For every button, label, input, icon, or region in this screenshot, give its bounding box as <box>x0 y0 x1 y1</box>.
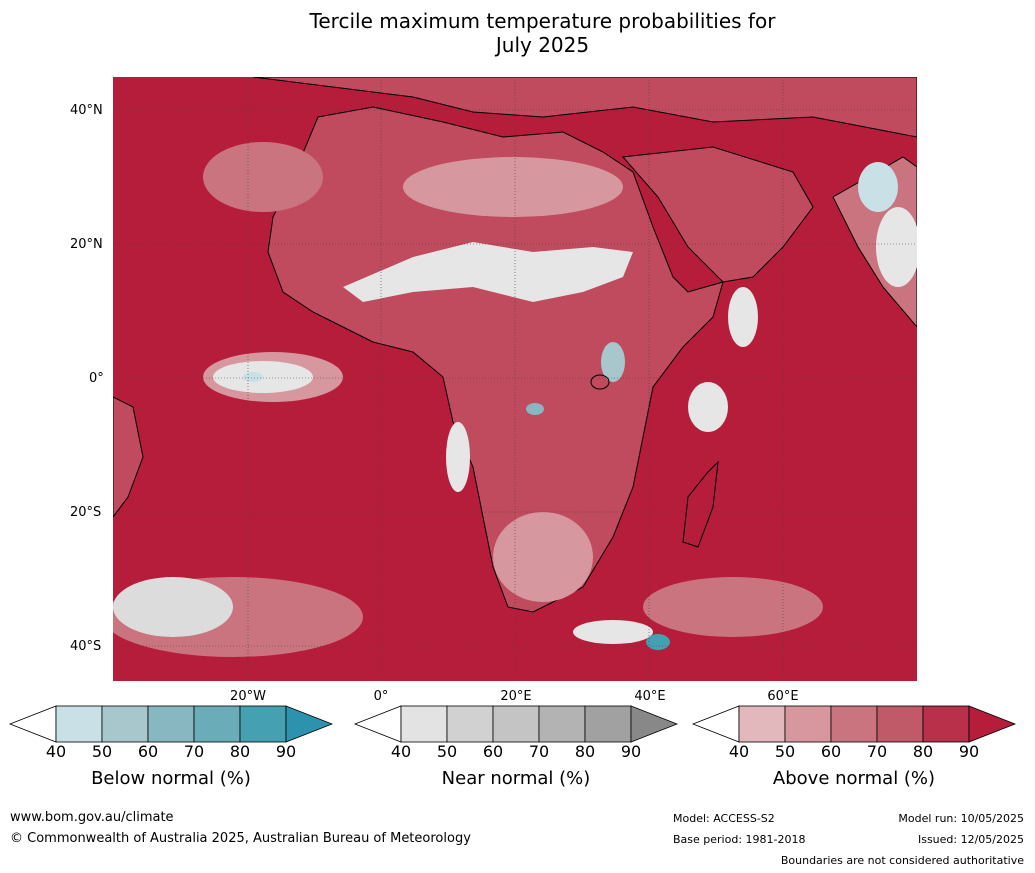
colorbar-extend-low <box>353 705 402 743</box>
madagascar-land <box>682 460 719 548</box>
colorbar-extend-high <box>630 705 679 743</box>
colorbar-tick-label: 40 <box>45 742 67 761</box>
lon-label-0: 0° <box>373 689 389 704</box>
colorbar-ticks-below-normal: 40 50 60 70 80 90 <box>10 742 332 762</box>
colorbar-tick-label: 70 <box>183 742 205 761</box>
probability-map <box>113 77 917 681</box>
lat-label-equator: 0° <box>89 371 104 386</box>
lon-label-40e: 40°E <box>634 689 666 704</box>
angola-near-normal-zone <box>446 422 470 492</box>
colorbar-tick-label: 40 <box>728 742 750 761</box>
colorbar-tick-label: 70 <box>866 742 888 761</box>
colorbar-tick-label: 90 <box>275 742 297 761</box>
colorbar-tick-label: 60 <box>820 742 842 761</box>
lon-label-60e: 60°E <box>767 689 799 704</box>
colorbar-above-normal <box>691 705 1017 743</box>
atlantic-below-normal-zone <box>243 372 263 382</box>
colorbar-segment <box>738 705 786 743</box>
copyright-notice: © Commonwealth of Australia 2025, Austra… <box>10 831 471 846</box>
map-canvas <box>113 77 917 681</box>
southern-below-normal-zone <box>646 634 670 650</box>
colorbar-extend-high <box>285 705 334 743</box>
legend-title-near-normal: Near normal (%) <box>441 768 591 789</box>
model-name: Model: ACCESS-S2 <box>673 812 775 825</box>
website-link[interactable]: www.bom.gov.au/climate <box>10 810 174 825</box>
colorbar-segment <box>538 705 586 743</box>
legend-above-normal: 40 50 60 70 80 90 Above normal (%) <box>691 705 1017 789</box>
model-run-date: Model run: 10/05/2025 <box>898 812 1024 825</box>
colorbar-below-normal <box>8 705 334 743</box>
lat-label-20n: 20°N <box>70 237 103 252</box>
colorbar-segment <box>239 705 287 743</box>
sahel-near-normal-zone <box>343 242 633 302</box>
colorbar-segment <box>784 705 832 743</box>
south-atlantic-near-normal-zone <box>113 577 233 637</box>
europe-land <box>252 77 917 138</box>
issued-date: Issued: 12/05/2025 <box>917 833 1024 846</box>
lat-label-40s: 40°S <box>70 639 102 654</box>
colorbar-near-normal <box>353 705 679 743</box>
legend-title-above-normal: Above normal (%) <box>772 768 936 789</box>
colorbar-segment <box>876 705 924 743</box>
colorbar-tick-label: 80 <box>912 742 934 761</box>
colorbar-segment <box>922 705 970 743</box>
southern-indian-near-normal-zone <box>573 620 653 644</box>
colorbar-segment <box>830 705 878 743</box>
colorbar-extend-low <box>8 705 57 743</box>
lon-label-20e: 20°E <box>500 689 532 704</box>
colorbar-segment <box>55 705 103 743</box>
colorbar-segment <box>492 705 540 743</box>
colorbar-tick-label: 50 <box>774 742 796 761</box>
india-near-normal-zone <box>876 207 917 287</box>
lon-label-20w: 20°W <box>230 689 266 704</box>
colorbar-ticks-above-normal: 40 50 60 70 80 90 <box>693 742 1015 762</box>
colorbar-tick-label: 40 <box>390 742 412 761</box>
boundaries-disclaimer: Boundaries are not considered authoritat… <box>780 854 1024 867</box>
colorbar-tick-label: 60 <box>137 742 159 761</box>
legend-title-below-normal: Below normal (%) <box>91 768 251 789</box>
south-america-land <box>113 396 144 518</box>
colorbar-tick-label: 60 <box>482 742 504 761</box>
colorbar-tick-label: 90 <box>958 742 980 761</box>
legend-below-normal: 40 50 60 70 80 90 Below normal (%) <box>8 705 334 789</box>
arabia-land <box>621 146 814 283</box>
lake-victoria <box>590 374 610 390</box>
colorbar-tick-label: 50 <box>436 742 458 761</box>
base-period: Base period: 1981-2018 <box>673 833 806 846</box>
title-line-1: Tercile maximum temperature probabilitie… <box>309 9 776 33</box>
colorbar-ticks-near-normal: 40 50 60 70 80 90 <box>355 742 677 762</box>
colorbar-segment <box>584 705 632 743</box>
graticule <box>113 77 917 681</box>
colorbar-segment <box>147 705 195 743</box>
title-line-2: July 2025 <box>495 33 590 57</box>
lat-label-40n: 40°N <box>70 103 103 118</box>
colorbar-tick-label: 70 <box>528 742 550 761</box>
colorbar-tick-label: 50 <box>91 742 113 761</box>
atlantic-north-light-zone <box>203 142 323 212</box>
colorbar-tick-label: 90 <box>620 742 642 761</box>
indian-ocean-light-zone <box>643 577 823 637</box>
southern-africa-light-zone <box>493 512 593 602</box>
congo-below-normal-zone <box>526 403 544 415</box>
legend-near-normal: 40 50 60 70 80 90 Near normal (%) <box>353 705 679 789</box>
colorbar-segment <box>193 705 241 743</box>
arabian-sea-near-normal-zone <box>728 287 758 347</box>
map-title: Tercile maximum temperature probabilitie… <box>0 9 1035 57</box>
colorbar-segment <box>446 705 494 743</box>
colorbar-extend-high <box>968 705 1017 743</box>
colorbar-extend-low <box>691 705 740 743</box>
africa-land <box>267 106 724 613</box>
sahara-light-zone <box>403 157 623 217</box>
india-below-normal-zone <box>858 162 898 212</box>
indian-ocean-near-normal-zone <box>688 382 728 432</box>
colorbar-segment <box>101 705 149 743</box>
lat-label-20s: 20°S <box>70 505 102 520</box>
colorbar-tick-label: 80 <box>574 742 596 761</box>
colorbar-segment <box>400 705 448 743</box>
east-africa-below-normal-zone <box>601 342 625 382</box>
colorbar-tick-label: 80 <box>229 742 251 761</box>
